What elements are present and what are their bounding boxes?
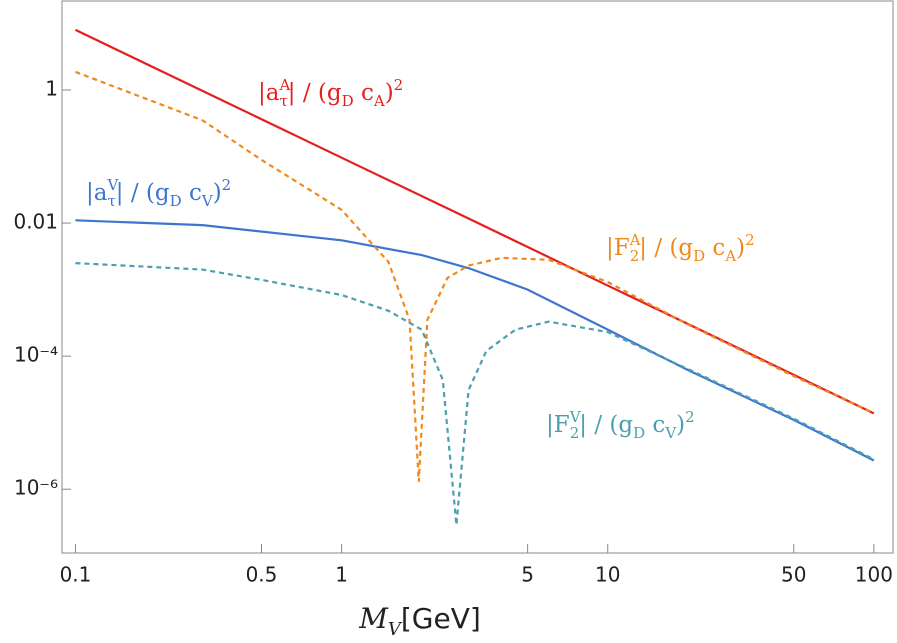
series-annotation: |FV 2| / (gD cV)2 — [546, 408, 695, 442]
annotation-part: ) — [736, 235, 745, 261]
annotation-part: V — [569, 408, 582, 426]
annotation-part: |a — [86, 180, 108, 206]
x-tick-label: 0.1 — [60, 563, 92, 587]
series-annotation: |aA τ| / (gD cA)2 — [258, 76, 403, 110]
annotation-part: | / (g — [288, 80, 342, 106]
series-annotation: |aV τ| / (gD cV)2 — [86, 176, 231, 210]
annotation-part: | / (g — [116, 180, 170, 206]
series-line — [75, 262, 875, 526]
annotation-part: τ — [107, 192, 115, 210]
series-line — [75, 219, 875, 462]
annotation-part: | / (g — [639, 235, 693, 261]
annotation-part: V — [106, 176, 119, 194]
annotation-part: D — [633, 424, 645, 442]
y-tick-label: 1 — [45, 76, 58, 100]
annotation-part: c — [354, 80, 374, 106]
x-tick-label: 100 — [855, 563, 893, 587]
annotation-part: 2 — [745, 231, 755, 249]
x-tick-label: 0.5 — [246, 563, 278, 587]
annotation-part: |F — [546, 412, 570, 438]
series-line — [74, 28, 875, 415]
annotation-part: D — [170, 192, 182, 210]
annotation-part: D — [342, 92, 354, 110]
annotation-part: V — [664, 424, 677, 442]
annotation-part: 2 — [570, 424, 580, 442]
x-tick-label: 5 — [521, 563, 534, 587]
annotation-part: c — [182, 180, 202, 206]
annotation-part: ) — [213, 180, 222, 206]
x-tick-label: 1 — [335, 563, 348, 587]
x-axis-label: MV[GeV] — [358, 602, 481, 640]
x-tick-label: 10 — [595, 563, 620, 587]
annotation-part: ) — [676, 412, 685, 438]
annotation-part: |a — [258, 80, 280, 106]
y-tick-label: 10⁻⁴ — [14, 343, 58, 367]
annotation-part: A — [373, 92, 385, 110]
annotation-part: | / (g — [579, 412, 633, 438]
annotation-part: 2 — [394, 76, 404, 94]
annotation-part: τ — [279, 92, 287, 110]
annotation-part: V — [201, 192, 214, 210]
y-tick-label: 10⁻⁶ — [14, 476, 58, 500]
x-tick-label: 50 — [781, 563, 806, 587]
plot-frame — [61, 0, 894, 554]
annotation-part: c — [705, 235, 725, 261]
annotation-part: |F — [606, 235, 630, 261]
series-line — [75, 70, 875, 482]
annotation-part: ) — [385, 80, 394, 106]
y-tick-label: 0.01 — [13, 210, 58, 234]
annotation-part: 2 — [630, 247, 640, 265]
series-annotation: |FA 2| / (gD cA)2 — [606, 231, 755, 265]
annotation-part: A — [629, 231, 641, 249]
annotation-part: 2 — [222, 176, 232, 194]
annotation-part: D — [693, 247, 705, 265]
annotation-part: A — [724, 247, 736, 265]
annotation-part: A — [278, 76, 290, 94]
annotation-part: c — [645, 412, 665, 438]
annotation-part: 2 — [685, 408, 695, 426]
